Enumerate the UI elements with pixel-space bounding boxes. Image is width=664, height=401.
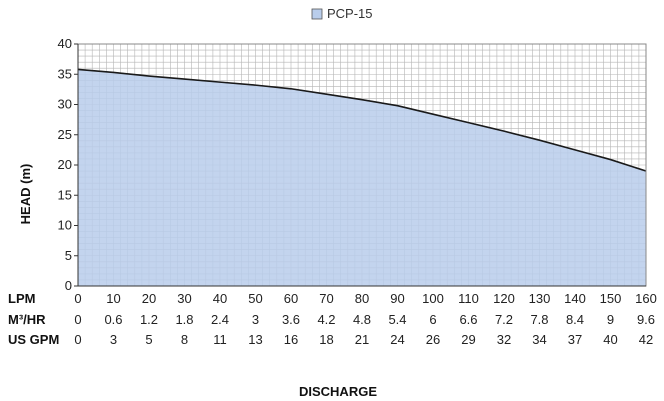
x-tick-label: 130 bbox=[529, 291, 551, 306]
x-tick-label: 37 bbox=[568, 332, 582, 347]
x-tick-label: 60 bbox=[284, 291, 298, 306]
x-tick-label: 9 bbox=[607, 312, 614, 327]
x-tick-label: 6.6 bbox=[459, 312, 477, 327]
x-tick-label: 10 bbox=[106, 291, 120, 306]
y-tick-label: 10 bbox=[58, 218, 72, 233]
x-tick-label: 32 bbox=[497, 332, 511, 347]
x-tick-label: 13 bbox=[248, 332, 262, 347]
y-tick-label: 25 bbox=[58, 127, 72, 142]
x-row-label: M³/HR bbox=[8, 312, 46, 327]
x-axis-rows: LPM 0 10 20 30 40 50 60 70 80 90 100 110 120 130 140 150… bbox=[8, 291, 657, 347]
y-tick-label: 5 bbox=[65, 248, 72, 263]
y-axis-title: HEAD (m) bbox=[18, 164, 33, 225]
x-tick-label: 1.2 bbox=[140, 312, 158, 327]
x-tick-label: 20 bbox=[142, 291, 156, 306]
x-tick-label: 42 bbox=[639, 332, 653, 347]
legend-swatch bbox=[311, 8, 323, 20]
x-tick-label: 24 bbox=[390, 332, 404, 347]
x-axis-title: DISCHARGE bbox=[299, 384, 377, 399]
y-tick-label: 40 bbox=[58, 36, 72, 51]
x-tick-label: 70 bbox=[319, 291, 333, 306]
x-tick-label: 21 bbox=[355, 332, 369, 347]
legend: PCP-15 bbox=[311, 6, 373, 21]
x-tick-label: 7.2 bbox=[495, 312, 513, 327]
x-tick-label: 9.6 bbox=[637, 312, 655, 327]
x-tick-label: 0 bbox=[74, 332, 81, 347]
x-tick-label: 80 bbox=[355, 291, 369, 306]
x-tick-label: 0 bbox=[74, 291, 81, 306]
legend-label-pcp-15: PCP-15 bbox=[327, 6, 373, 21]
x-tick-label: 4.8 bbox=[353, 312, 371, 327]
x-tick-label: 3 bbox=[252, 312, 259, 327]
series-line-pcp-15 bbox=[77, 68, 647, 172]
x-tick-label: 100 bbox=[422, 291, 444, 306]
x-tick-label: 40 bbox=[213, 291, 227, 306]
x-tick-label: 150 bbox=[600, 291, 622, 306]
x-row-label: LPM bbox=[8, 291, 35, 306]
x-tick-label: 0.6 bbox=[104, 312, 122, 327]
x-tick-label: 8.4 bbox=[566, 312, 584, 327]
x-tick-label: 3.6 bbox=[282, 312, 300, 327]
x-tick-label: 5.4 bbox=[388, 312, 406, 327]
x-tick-label: 4.2 bbox=[317, 312, 335, 327]
y-tick-label: 20 bbox=[58, 157, 72, 172]
x-tick-label: 90 bbox=[390, 291, 404, 306]
x-tick-label: 1.8 bbox=[175, 312, 193, 327]
x-tick-label: 34 bbox=[532, 332, 546, 347]
x-tick-label: 2.4 bbox=[211, 312, 229, 327]
x-tick-label: 160 bbox=[635, 291, 657, 306]
x-row-label: US GPM bbox=[8, 332, 59, 347]
x-tick-label: 110 bbox=[458, 291, 479, 306]
x-tick-label: 5 bbox=[145, 332, 152, 347]
x-tick-label: 18 bbox=[319, 332, 333, 347]
y-tick-label: 30 bbox=[58, 97, 72, 112]
x-tick-label: 40 bbox=[603, 332, 617, 347]
x-tick-label: 7.8 bbox=[530, 312, 548, 327]
y-tick-labels: 0 5 10 15 20 25 30 35 40 bbox=[58, 36, 78, 293]
x-tick-label: 140 bbox=[564, 291, 586, 306]
x-tick-label: 120 bbox=[493, 291, 515, 306]
x-tick-label: 6 bbox=[429, 312, 436, 327]
x-tick-label: 0 bbox=[74, 312, 81, 327]
x-tick-label: 16 bbox=[284, 332, 298, 347]
x-tick-label: 26 bbox=[426, 332, 440, 347]
y-tick-label: 35 bbox=[58, 66, 72, 81]
x-tick-label: 50 bbox=[248, 291, 262, 306]
x-tick-label: 8 bbox=[181, 332, 188, 347]
x-tick-label: 11 bbox=[213, 332, 227, 347]
plot-area bbox=[77, 68, 647, 287]
y-tick-label: 15 bbox=[58, 187, 72, 202]
y-tick-label: 0 bbox=[65, 278, 72, 293]
x-tick-label: 30 bbox=[177, 291, 191, 306]
x-tick-label: 3 bbox=[110, 332, 117, 347]
x-tick-label: 29 bbox=[461, 332, 475, 347]
